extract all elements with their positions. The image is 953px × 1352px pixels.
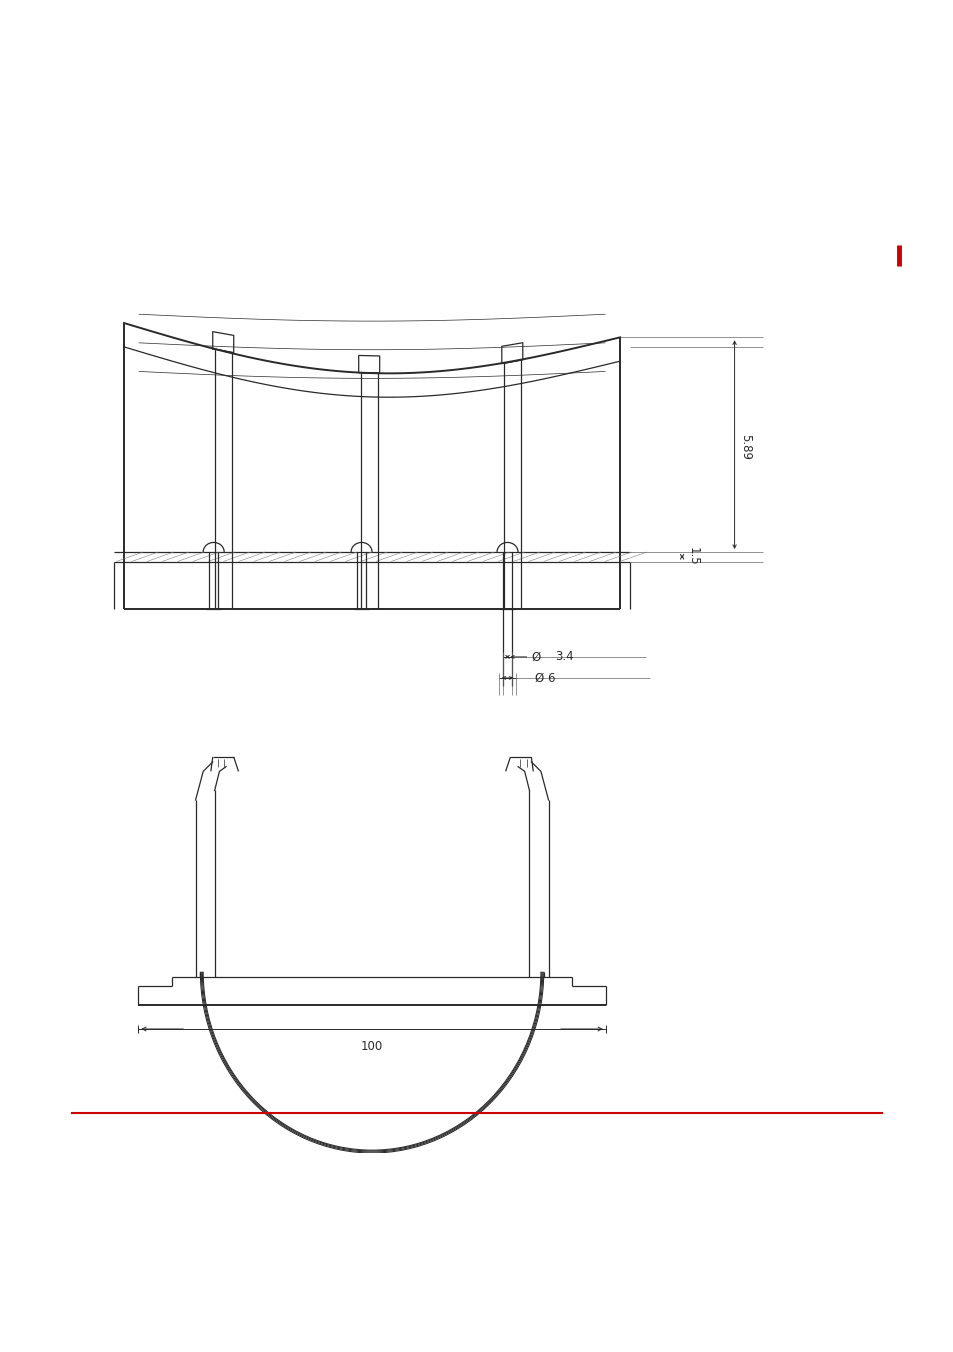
Text: 1.5: 1.5 bbox=[686, 548, 700, 566]
Text: 5.89: 5.89 bbox=[739, 434, 752, 460]
Text: Ø 6: Ø 6 bbox=[535, 672, 555, 684]
Text: Ø: Ø bbox=[531, 650, 540, 664]
Text: 3.4: 3.4 bbox=[555, 650, 574, 664]
Text: 100: 100 bbox=[360, 1041, 383, 1053]
